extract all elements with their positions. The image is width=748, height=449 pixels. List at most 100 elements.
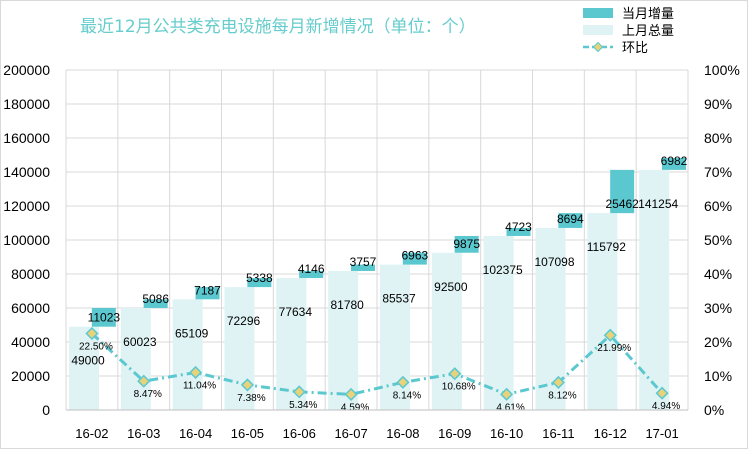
ratio-point <box>448 367 462 381</box>
bar-previous-total <box>483 235 514 410</box>
label-previous-total: 77634 <box>279 305 313 319</box>
x-tick-label: 16-03 <box>127 426 160 441</box>
x-tick-label: 16-06 <box>283 426 316 441</box>
label-previous-total: 141254 <box>638 197 678 211</box>
chart-title: 最近12月公共类充电设施每月新增情况（单位：个） <box>80 17 476 37</box>
y-right-tick-label: 100% <box>704 62 740 78</box>
legend-swatch-monthly-increase <box>583 8 613 18</box>
y-left-tick-label: 0 <box>42 402 50 418</box>
y-left-tick-label: 180000 <box>3 96 50 112</box>
label-ratio: 8.47% <box>134 389 162 400</box>
bar-monthly-increase <box>402 252 427 265</box>
label-previous-total: 60023 <box>123 335 157 349</box>
label-monthly-increase: 4723 <box>505 220 532 234</box>
label-previous-total: 81780 <box>330 298 364 312</box>
label-previous-total: 92500 <box>434 280 468 294</box>
label-previous-total: 102375 <box>483 263 523 277</box>
bar-monthly-increase <box>351 264 375 271</box>
x-tick-label: 16-02 <box>75 426 108 441</box>
ratio-point <box>189 365 203 380</box>
y-right-tick-label: 10% <box>704 368 732 384</box>
label-monthly-increase: 6982 <box>661 154 688 168</box>
y-right-tick-label: 70% <box>704 164 732 180</box>
y-right-tick-label: 0% <box>704 402 724 418</box>
label-ratio: 10.68% <box>442 382 476 393</box>
x-tick-label: 16-11 <box>542 426 574 441</box>
ratio-point <box>655 386 669 400</box>
label-ratio: 11.04% <box>183 380 216 391</box>
y-right-tick-label: 60% <box>704 198 732 214</box>
legend-label-ratio: 环比 <box>622 41 648 56</box>
x-tick-label: 16-04 <box>179 426 212 441</box>
bar-monthly-increase <box>662 157 686 170</box>
bar-previous-total <box>224 287 255 410</box>
legend-marker-ratio <box>592 41 604 53</box>
bar-previous-total <box>639 169 670 410</box>
x-tick-label: 16-10 <box>490 426 523 441</box>
ratio-point <box>85 326 99 341</box>
y-right-tick-label: 20% <box>704 334 732 350</box>
bar-previous-total <box>172 299 203 410</box>
x-tick-label: 17-01 <box>645 426 678 441</box>
bar-previous-total <box>431 252 462 410</box>
label-ratio: 4.59% <box>341 402 369 413</box>
bar-previous-total <box>328 270 359 410</box>
label-monthly-increase: 6963 <box>401 249 428 263</box>
y-left-tick-label: 100000 <box>3 232 50 248</box>
label-previous-total: 65109 <box>175 326 209 340</box>
bar-monthly-increase <box>454 235 479 253</box>
label-ratio: 22.50% <box>79 342 113 353</box>
axes: 0 20000 40000 60000 80000 100000 120000 140000 1… <box>3 62 740 441</box>
data-labels: 11023 49000 5086 60023 7187 65109 5338 72296 414… <box>71 154 687 414</box>
y-left-tick-label: 80000 <box>11 266 50 282</box>
y-left-tick-label: 200000 <box>3 62 50 78</box>
ratio-point <box>603 328 617 342</box>
x-tick-label: 16-05 <box>231 426 264 441</box>
label-monthly-increase: 11023 <box>88 311 121 325</box>
y-left-tick-label: 60000 <box>11 300 50 316</box>
bar-monthly-increase <box>195 287 220 300</box>
bar-monthly-increase <box>299 270 324 279</box>
bar-previous-total <box>380 264 410 410</box>
ratio-point <box>551 375 565 389</box>
y-right-tick-label: 50% <box>704 232 732 248</box>
label-ratio: 21.99% <box>597 343 631 354</box>
legend-swatch-previous-total <box>583 25 613 35</box>
bar-monthly-increase <box>558 213 583 228</box>
bar-monthly-increase <box>610 169 635 214</box>
ratio-point <box>396 375 410 389</box>
x-tick-label: 16-08 <box>386 426 419 441</box>
label-monthly-increase: 4146 <box>298 262 325 276</box>
label-previous-total: 107098 <box>534 255 574 269</box>
ratio-point <box>344 387 358 401</box>
x-tick-label: 16-09 <box>438 426 471 441</box>
y-left-tick-label: 140000 <box>3 164 50 180</box>
label-previous-total: 85537 <box>382 292 416 306</box>
y-left-tick-label: 160000 <box>3 130 50 146</box>
ratio-point <box>240 378 254 392</box>
y-left-tick-label: 120000 <box>3 198 50 214</box>
bar-previous-total <box>587 213 618 410</box>
label-ratio: 4.94% <box>652 401 680 412</box>
label-monthly-increase: 9875 <box>453 237 480 251</box>
x-tick-label: 16-12 <box>594 426 627 441</box>
bar-monthly-increase <box>91 307 116 327</box>
y-left-tick-label: 40000 <box>11 334 50 350</box>
label-previous-total: 115792 <box>587 240 626 254</box>
y-right-tick-label: 40% <box>704 266 732 282</box>
label-monthly-increase: 5338 <box>246 271 273 285</box>
label-ratio: 4.61% <box>496 402 524 413</box>
bar-monthly-increase <box>143 299 168 308</box>
label-monthly-increase: 5086 <box>142 292 169 306</box>
y-right-tick-label: 80% <box>704 130 732 146</box>
ratio-point <box>500 387 514 401</box>
x-tick-label: 16-07 <box>334 426 367 441</box>
bars <box>69 157 686 410</box>
label-monthly-increase: 7187 <box>194 283 221 297</box>
label-monthly-increase: 25462 <box>605 197 639 211</box>
label-previous-total: 72296 <box>227 314 261 328</box>
label-ratio: 8.12% <box>548 390 576 401</box>
bar-previous-total <box>69 326 99 410</box>
label-ratio: 5.34% <box>289 400 317 411</box>
